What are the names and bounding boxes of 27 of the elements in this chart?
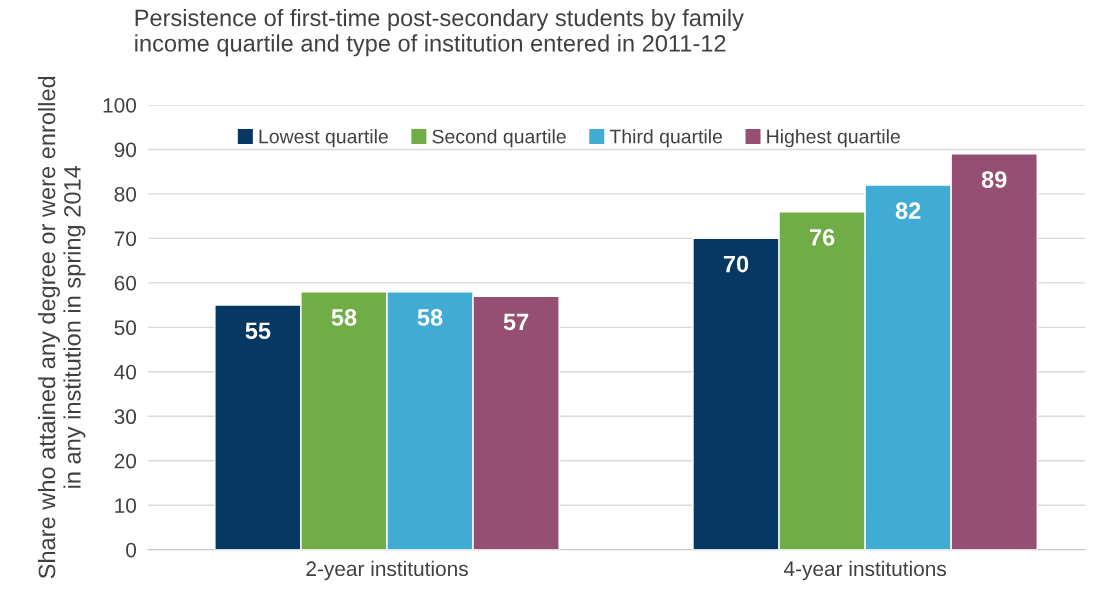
x-tick-label: 2-year institutions <box>306 560 468 581</box>
y-tick-label: 0 <box>126 542 137 558</box>
y-tick-label: 70 <box>114 231 137 247</box>
y-tick-label: 60 <box>114 275 137 291</box>
legend-label: Highest quartile <box>767 129 900 148</box>
y-axis-title: Share who attained any degree or were enrolled in any institution in spring 2014 <box>37 76 86 579</box>
legend-label: Third quartile <box>609 129 723 148</box>
data-label: 76 <box>809 228 835 246</box>
y-tick-label: 30 <box>114 409 137 425</box>
x-tick-label: 4-year institutions <box>783 560 946 581</box>
legend-label: Lowest quartile <box>259 129 388 148</box>
data-label: 89 <box>981 171 1007 188</box>
y-tick-label: 100 <box>103 97 137 113</box>
data-label: 70 <box>723 255 749 273</box>
legend-label: Second quartile <box>432 129 566 148</box>
data-label: 82 <box>895 202 921 220</box>
data-label: 58 <box>331 309 357 326</box>
y-tick-label: 50 <box>114 320 137 336</box>
data-label: 57 <box>503 313 529 331</box>
chart-title: Persistence of first-time post-secondary students by family income quartile and type of institution entered in 2011-12 <box>135 8 744 57</box>
data-label: 58 <box>417 309 443 326</box>
y-tick-label: 40 <box>114 364 137 380</box>
y-tick-label: 20 <box>114 453 137 469</box>
y-tick-label: 10 <box>115 498 137 513</box>
y-tick-label: 80 <box>114 186 137 202</box>
y-tick-label: 90 <box>114 142 137 158</box>
data-label: 55 <box>245 322 271 340</box>
